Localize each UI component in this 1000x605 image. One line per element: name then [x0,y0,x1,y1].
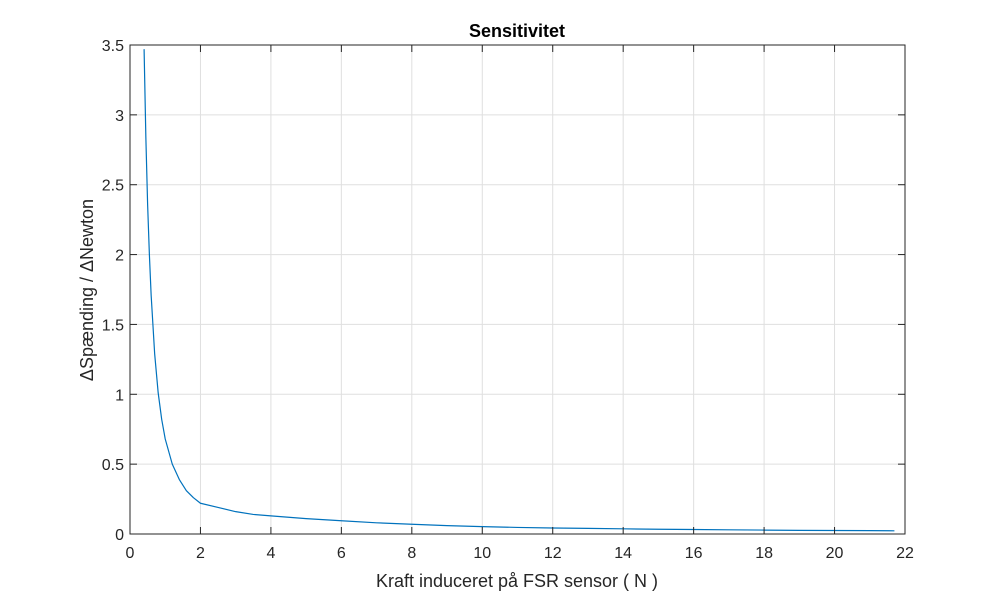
x-tick-label: 6 [337,545,346,562]
y-tick-label: 2.5 [102,178,124,195]
y-tick-label: 0.5 [102,457,124,474]
x-tick-label: 4 [266,545,275,562]
x-tick-label: 0 [126,545,135,562]
axis-ticks: 0 2 4 6 8 10 12 14 16 18 20 22 0 0.5 1 1.5 2 2.5 3 3.5 [102,38,914,562]
x-tick-label: 10 [473,545,491,562]
x-tick-label: 8 [407,545,416,562]
y-tick-label: 3 [115,108,124,125]
plot-series [143,49,895,532]
grid-lines [130,45,905,534]
y-tick-label: 1 [115,387,124,404]
y-tick-label: 1.5 [102,317,124,334]
y-tick-label: 0 [115,527,124,544]
series-line [143,49,895,532]
x-tick-label: 22 [896,545,914,562]
x-tick-label: 20 [826,545,844,562]
axes-box [129,44,906,535]
chart-title: Sensitivitet [469,21,565,41]
x-tick-label: 18 [755,545,773,562]
x-axis-label: Kraft induceret på FSR sensor ( N ) [376,571,658,591]
y-axis-label: ΔSpænding / ΔNewton [77,199,97,381]
x-tick-label: 2 [196,545,205,562]
x-tick-label: 14 [614,545,632,562]
x-tick-label: 12 [544,545,562,562]
y-tick-label: 2 [115,248,124,265]
x-tick-label: 16 [685,545,703,562]
y-tick-label: 3.5 [102,38,124,55]
